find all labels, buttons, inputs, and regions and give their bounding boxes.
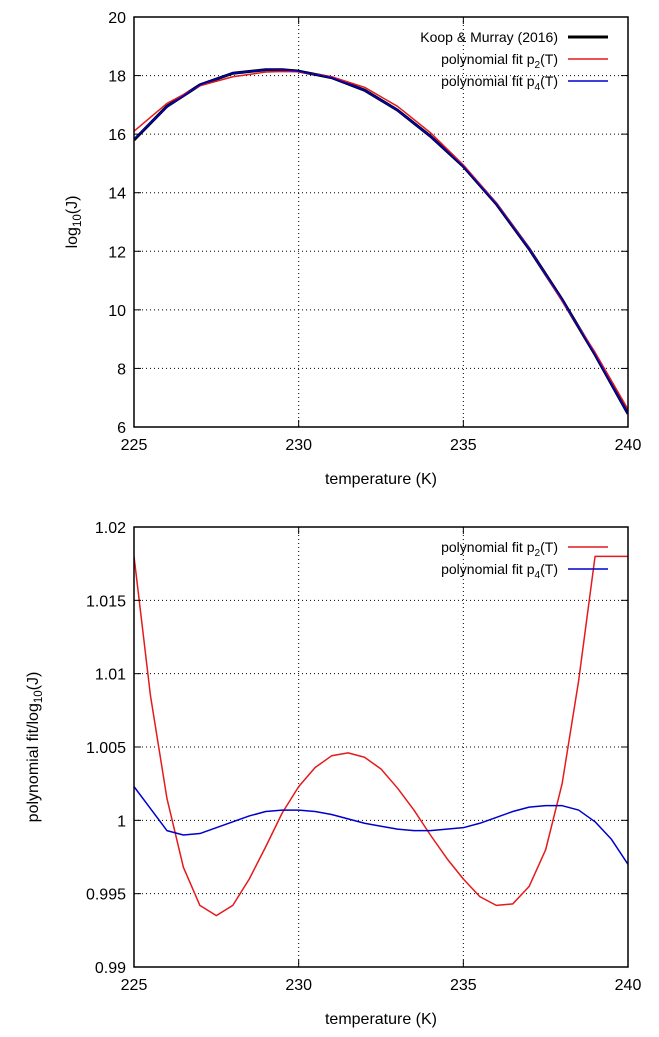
y-tick-label: 10 [108,303,126,320]
y-tick-label: 0.995 [86,887,126,904]
x-axis-label: temperature (K) [325,1011,437,1028]
series-p2-line [134,555,628,917]
legend-label-p4: polynomial fit p4(T) [441,561,558,581]
x-tick-label: 230 [285,437,312,454]
y-tick-label: 20 [108,10,126,27]
legend-label-koop: Koop & Murray (2016) [420,29,558,45]
y-tick-label: 0.99 [95,960,126,977]
y-tick-label: 16 [108,127,126,144]
y-tick-label: 18 [108,69,126,86]
y-tick-label: 1.005 [86,740,126,757]
x-tick-label: 225 [121,977,148,994]
chart-2: 225 230 235 240 0.99 0.995 1 1.005 1.01 1.015 1.02… [25,520,641,1028]
legend-label-p2: polynomial fit p2(T) [441,539,558,559]
x-tick-label: 240 [615,437,642,454]
y-tick-label: 14 [108,186,126,203]
series-p2-line [134,70,628,410]
x-tick-label: 235 [450,977,477,994]
legend-label-p2: polynomial fit p2(T) [441,51,558,71]
legend-label-p4: polynomial fit p4(T) [441,73,558,93]
x-tick-label: 230 [285,977,312,994]
y-tick-label: 1.01 [95,667,126,684]
x-tick-label: 235 [450,437,477,454]
plot-area [134,555,628,917]
y-tick-label: 12 [108,244,126,261]
chart-1: 225 230 235 240 6 8 10 12 14 16 18 20 temperature (K… [64,10,641,488]
series-p4-line [134,786,628,865]
plot-frame [133,526,629,968]
x-tick-label: 225 [121,437,148,454]
y-tick-label: 1 [117,813,126,830]
x-axis-label: temperature (K) [325,471,437,488]
series-p4-line [134,68,628,415]
y-tick-label: 8 [117,361,126,378]
series-koop-line [134,68,628,415]
plot-frame [133,16,629,428]
x-tick-label: 240 [615,977,642,994]
y-axis-label: log10(J) [64,196,84,249]
y-tick-label: 1.015 [86,593,126,610]
y-tick-label: 6 [117,420,126,437]
y-axis-label: polynomial fit/log10(J) [25,672,45,823]
y-tick-label: 1.02 [95,520,126,537]
plot-area [134,68,628,415]
